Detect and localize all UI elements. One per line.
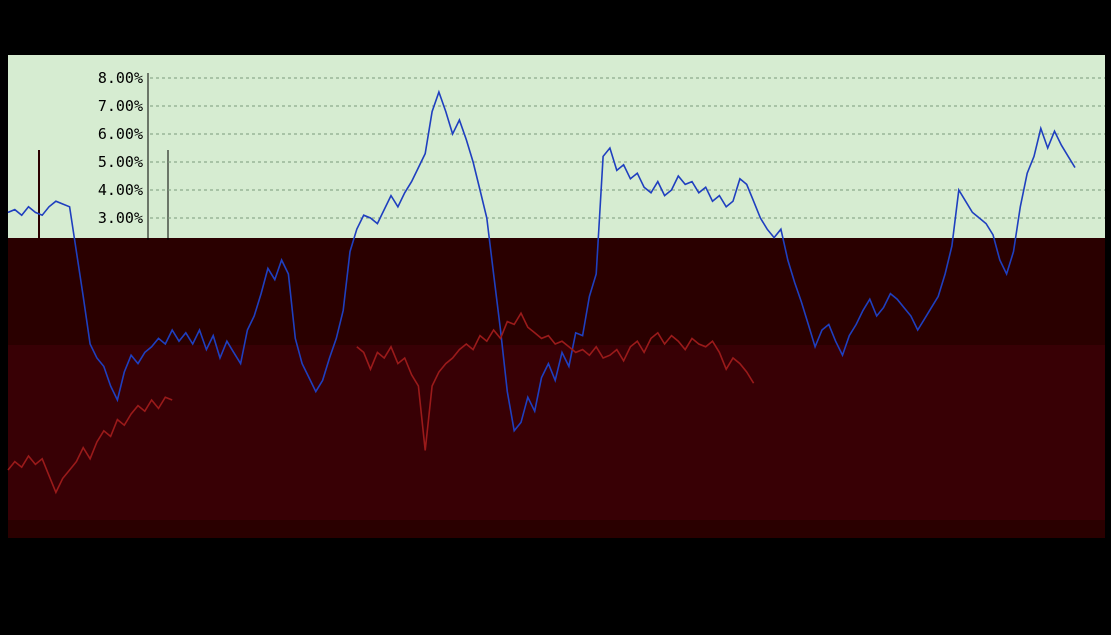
y-tick-label: 4.00% [98,181,143,199]
y-tick-label: 5.00% [98,153,143,171]
fund-series-line [7,89,1076,433]
left-axis-strip [38,150,40,240]
chart-title-line-1: 长信稳健增长混合A累计净值增长率与同期业绩比较基准收益率的历史走 [4,6,703,32]
y-tick-label: 3.00% [98,209,143,227]
plot-left-panel [8,95,15,240]
benchmark-series-line [7,396,173,495]
series-lines [7,89,1076,495]
y-tick-label: 8.00% [98,69,143,87]
y-tick-labels: 8.00% 7.00% 6.00% 5.00% 4.00% 3.00% [98,69,143,227]
plot-background [8,55,1105,240]
chart-title-line-2: 势 [4,28,26,54]
chart-title-line-3: 对比图 [525,33,585,57]
y-tick-label: 6.00% [98,125,143,143]
banner-red-band [8,345,1105,520]
benchmark-series-line [356,311,755,451]
y-tick-label: 7.00% [98,97,143,115]
